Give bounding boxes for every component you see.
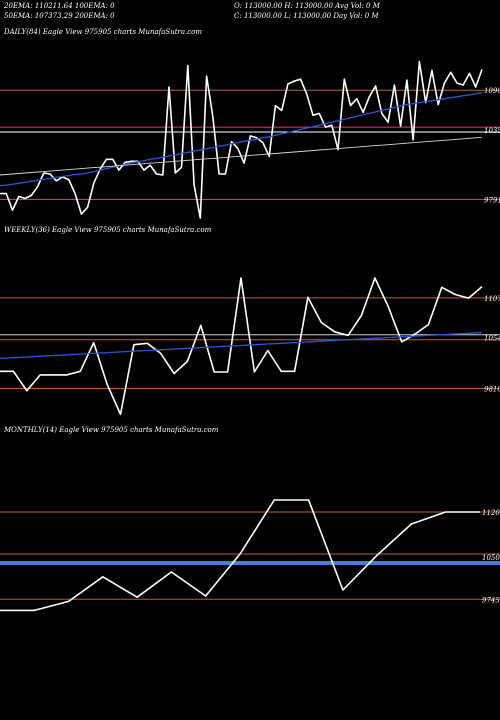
price-line (0, 60, 483, 219)
chart-title: MONTHLY(14) Eagle View 975905 charts Mun… (3, 426, 219, 434)
price-line (0, 277, 483, 416)
ohlc-line-1: O: 113000.00 H: 113000.00 Avg Vol: 0 M (234, 2, 380, 10)
ema-line-2 (0, 136, 483, 176)
y-tick-label: 9791 (484, 196, 500, 204)
price-line (0, 499, 480, 612)
ohlc-line-2: C: 113000.00 L: 113000.00 Day Vol: 0 M (234, 12, 379, 20)
y-tick-label: 9745 (482, 596, 500, 604)
y-tick-label: 11200 (482, 509, 500, 517)
chart-title: DAILY(84) Eagle View 975905 charts Munaf… (3, 28, 202, 36)
y-tick-label: 1035 (484, 127, 500, 135)
ema-line-1 (0, 331, 483, 360)
y-tick-label: 10907 (484, 87, 500, 95)
ema-line-1 (0, 92, 483, 187)
y-tick-label: 9810 (484, 386, 500, 394)
chart-title: WEEKLY(36) Eagle View 975905 charts Muna… (4, 226, 212, 234)
ema-line-2: 50EMA: 107373.29 200EMA: 0 (4, 12, 115, 20)
y-tick-label: 10500 (482, 554, 500, 562)
support-band (0, 561, 500, 565)
y-tick-label: 11073 (484, 295, 500, 303)
ema-line-1: 20EMA: 110211.64 100EMA: 0 (4, 2, 115, 10)
y-tick-label: 1054 (484, 335, 500, 343)
